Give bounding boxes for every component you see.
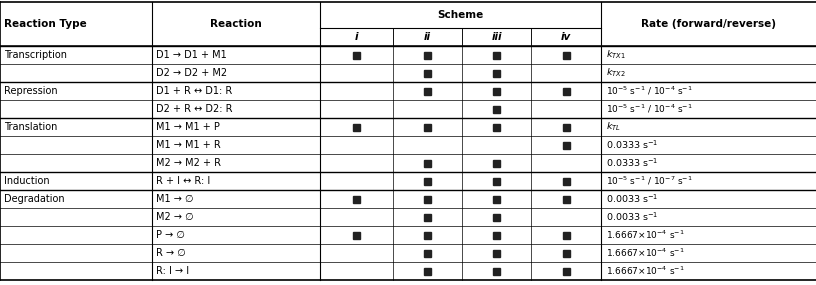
- Bar: [562, 123, 570, 131]
- Bar: [493, 105, 500, 113]
- Text: Transcription: Transcription: [4, 50, 67, 60]
- Bar: [353, 231, 360, 239]
- Text: Repression: Repression: [4, 86, 58, 96]
- Text: R → ∅: R → ∅: [156, 248, 186, 258]
- Text: D2 → D2 + M2: D2 → D2 + M2: [156, 68, 227, 78]
- Text: Rate (forward/reverse): Rate (forward/reverse): [641, 19, 776, 29]
- Text: D2 + R ↔ D2: R: D2 + R ↔ D2: R: [156, 104, 233, 114]
- Bar: [424, 196, 431, 203]
- Text: ii: ii: [424, 32, 431, 42]
- Text: $k_{TL}$: $k_{TL}$: [606, 121, 621, 133]
- Text: $10^{-5}\ \mathrm{s}^{-1}\ /\ 10^{-4}\ \mathrm{s}^{-1}$: $10^{-5}\ \mathrm{s}^{-1}\ /\ 10^{-4}\ \…: [606, 103, 693, 115]
- Text: $0.0033\ \mathrm{s}^{-1}$: $0.0033\ \mathrm{s}^{-1}$: [606, 193, 659, 205]
- Bar: [493, 52, 500, 58]
- Bar: [562, 231, 570, 239]
- Bar: [493, 123, 500, 131]
- Text: M2 → ∅: M2 → ∅: [156, 212, 193, 222]
- Text: M2 → M2 + R: M2 → M2 + R: [156, 158, 221, 168]
- Bar: [493, 70, 500, 76]
- Bar: [493, 160, 500, 166]
- Bar: [353, 123, 360, 131]
- Text: i: i: [355, 32, 358, 42]
- Bar: [493, 87, 500, 95]
- Bar: [562, 196, 570, 203]
- Bar: [353, 52, 360, 58]
- Text: R + I ↔ R: I: R + I ↔ R: I: [156, 176, 211, 186]
- Bar: [424, 178, 431, 184]
- Text: Scheme: Scheme: [437, 10, 484, 20]
- Text: Degradation: Degradation: [4, 194, 64, 204]
- Bar: [562, 178, 570, 184]
- Bar: [562, 52, 570, 58]
- Text: $1.6667{\times}10^{-4}\ \mathrm{s}^{-1}$: $1.6667{\times}10^{-4}\ \mathrm{s}^{-1}$: [606, 229, 685, 241]
- Text: $1.6667{\times}10^{-4}\ \mathrm{s}^{-1}$: $1.6667{\times}10^{-4}\ \mathrm{s}^{-1}$: [606, 247, 685, 259]
- Text: $0.0333\ \mathrm{s}^{-1}$: $0.0333\ \mathrm{s}^{-1}$: [606, 139, 659, 151]
- Bar: [424, 231, 431, 239]
- Text: $1.6667{\times}10^{-4}\ \mathrm{s}^{-1}$: $1.6667{\times}10^{-4}\ \mathrm{s}^{-1}$: [606, 265, 685, 277]
- Text: $10^{-5}\ \mathrm{s}^{-1}\ /\ 10^{-7}\ \mathrm{s}^{-1}$: $10^{-5}\ \mathrm{s}^{-1}\ /\ 10^{-7}\ \…: [606, 175, 693, 187]
- Text: iii: iii: [491, 32, 502, 42]
- Bar: [562, 268, 570, 274]
- Text: P → ∅: P → ∅: [156, 230, 185, 240]
- Bar: [424, 87, 431, 95]
- Bar: [493, 213, 500, 221]
- Bar: [353, 196, 360, 203]
- Bar: [562, 141, 570, 148]
- Bar: [424, 249, 431, 256]
- Text: D1 → D1 + M1: D1 → D1 + M1: [156, 50, 227, 60]
- Bar: [424, 213, 431, 221]
- Bar: [424, 52, 431, 58]
- Text: Reaction: Reaction: [211, 19, 262, 29]
- Bar: [493, 178, 500, 184]
- Bar: [493, 249, 500, 256]
- Bar: [562, 87, 570, 95]
- Text: iv: iv: [561, 32, 571, 42]
- Text: $10^{-5}\ \mathrm{s}^{-1}\ /\ 10^{-4}\ \mathrm{s}^{-1}$: $10^{-5}\ \mathrm{s}^{-1}\ /\ 10^{-4}\ \…: [606, 85, 693, 97]
- Text: Induction: Induction: [4, 176, 50, 186]
- Bar: [493, 231, 500, 239]
- Text: Reaction Type: Reaction Type: [4, 19, 86, 29]
- Text: $0.0333\ \mathrm{s}^{-1}$: $0.0333\ \mathrm{s}^{-1}$: [606, 157, 659, 169]
- Bar: [424, 123, 431, 131]
- Bar: [424, 268, 431, 274]
- Text: Translation: Translation: [4, 122, 57, 132]
- Text: $k_{TX1}$: $k_{TX1}$: [606, 49, 626, 61]
- Bar: [424, 160, 431, 166]
- Text: M1 → M1 + P: M1 → M1 + P: [156, 122, 220, 132]
- Text: $k_{TX2}$: $k_{TX2}$: [606, 67, 626, 79]
- Text: $0.0033\ \mathrm{s}^{-1}$: $0.0033\ \mathrm{s}^{-1}$: [606, 211, 659, 223]
- Bar: [493, 196, 500, 203]
- Bar: [562, 249, 570, 256]
- Bar: [424, 70, 431, 76]
- Text: R: I → I: R: I → I: [156, 266, 189, 276]
- Text: D1 + R ↔ D1: R: D1 + R ↔ D1: R: [156, 86, 233, 96]
- Text: M1 → M1 + R: M1 → M1 + R: [156, 140, 221, 150]
- Text: M1 → ∅: M1 → ∅: [156, 194, 193, 204]
- Bar: [493, 268, 500, 274]
